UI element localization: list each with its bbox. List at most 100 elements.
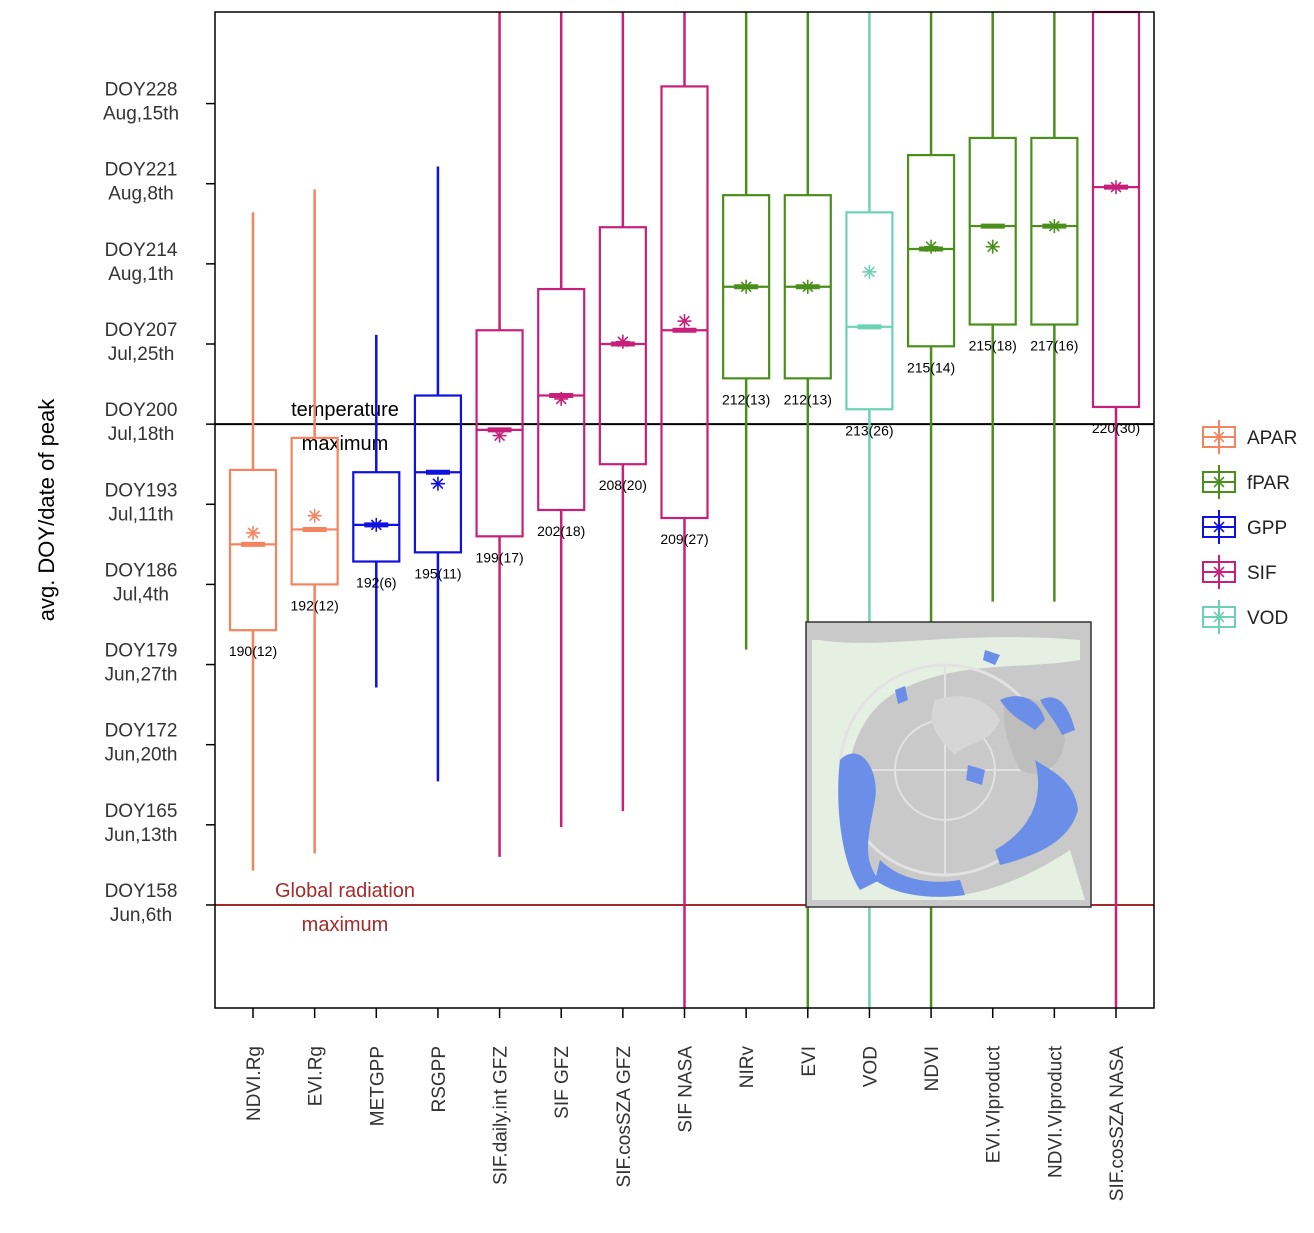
y-tick-label: Aug,8th: [108, 184, 174, 205]
y-tick-label: DOY179: [105, 641, 178, 662]
y-tick-label: DOY172: [105, 721, 178, 742]
x-tick-label: NIRv: [737, 1046, 758, 1089]
legend-item: GPP: [1202, 510, 1287, 544]
box-metgpp: 192(6): [352, 334, 401, 688]
legend-label: fPAR: [1247, 473, 1290, 494]
y-tick-label: Jul,25th: [108, 344, 175, 365]
box-annotation: 215(14): [907, 359, 955, 375]
box-annotation: 209(27): [660, 531, 708, 547]
box-annotation: 212(13): [784, 391, 832, 407]
mean-marker: [369, 517, 384, 532]
mean-marker: [677, 314, 692, 329]
x-tick-label: EVI.Rg: [306, 1046, 327, 1106]
box-annotation: 199(17): [475, 549, 523, 565]
reference-line-label: temperature: [291, 399, 399, 421]
reference-line-label: Global radiation: [275, 880, 415, 902]
box-body: [968, 136, 1017, 326]
x-tick-label: SIF GFZ: [552, 1046, 573, 1119]
x-tick-label: SIF.daily.int GFZ: [491, 1046, 512, 1185]
legend-label: VOD: [1247, 608, 1288, 629]
x-tick-label: VOD: [860, 1046, 881, 1087]
box-sif-daily-int-gfz: 199(17): [475, 12, 524, 857]
mean-marker: [739, 279, 754, 294]
legend-item: VOD: [1202, 600, 1288, 634]
box-annotation: 192(12): [291, 597, 339, 613]
box-annotation: 215(18): [969, 338, 1017, 354]
box-nirv: 212(13): [722, 12, 770, 650]
box-body: [228, 468, 278, 632]
legend-star: [1212, 430, 1226, 444]
mean-marker: [307, 508, 322, 523]
legend-label: APAR: [1247, 428, 1297, 449]
y-tick-label: DOY165: [105, 801, 178, 822]
legend-label: GPP: [1247, 518, 1287, 539]
reference-line-label: maximum: [302, 914, 389, 936]
y-tick-label: DOY158: [105, 881, 178, 902]
x-tick-label: EVI.VIproduct: [984, 1045, 1005, 1163]
box-sif-nasa: 209(27): [660, 12, 709, 1008]
legend-star: [1212, 610, 1226, 624]
mean-marker: [246, 525, 260, 540]
box-annotation: 220(30): [1092, 420, 1140, 436]
box-body: [413, 394, 463, 554]
y-axis-title: avg. DOY/date of peak: [34, 398, 59, 622]
box-body: [537, 287, 586, 512]
x-tick-label: SIF.cosSZA GFZ: [614, 1046, 635, 1188]
x-tick-label: NDVI.VIproduct: [1045, 1045, 1066, 1178]
mean-marker: [1109, 180, 1123, 195]
box-rsgpp: 195(11): [413, 166, 463, 782]
y-tick-label: Jun,27th: [105, 665, 178, 686]
box-annotation: 195(11): [414, 565, 461, 581]
y-tick-label: Jun,6th: [110, 905, 172, 926]
box-body: [290, 436, 339, 586]
box-body: [660, 85, 709, 520]
box-body: [598, 226, 647, 466]
y-tick-label: Jun,20th: [105, 745, 178, 766]
box-annotation: 217(16): [1030, 338, 1078, 354]
mean-marker: [492, 428, 507, 443]
legend-label: SIF: [1247, 563, 1277, 584]
box-annotation: 192(6): [356, 575, 396, 591]
legend: APAR fPAR GPP SIF VOD: [1202, 420, 1297, 634]
box-body: [1030, 136, 1079, 326]
mean-marker: [615, 334, 630, 349]
y-tick-label: DOY193: [105, 480, 178, 501]
x-tick-label: NDVI: [922, 1046, 943, 1091]
box-body: [906, 154, 956, 348]
mean-marker: [430, 476, 445, 491]
box-sif-gfz: 202(18): [537, 12, 586, 828]
x-tick-label: SIF.cosSZA NASA: [1107, 1046, 1128, 1202]
box-ndvi-rg: 190(12): [228, 212, 278, 871]
legend-star: [1212, 565, 1226, 579]
y-tick-label: DOY228: [105, 80, 178, 101]
mean-marker: [862, 264, 877, 279]
box-evi-rg: 192(12): [290, 189, 339, 854]
y-tick-label: Aug,15th: [103, 104, 179, 125]
box-sif-cossza-nasa: 220(30): [1092, 10, 1140, 1008]
box-evi-viproduct: 215(18): [969, 12, 1017, 602]
x-tick-label: SIF NASA: [676, 1046, 697, 1133]
y-tick-label: DOY186: [105, 560, 178, 581]
box-annotation: 212(13): [722, 391, 770, 407]
legend-item: SIF: [1202, 555, 1277, 589]
legend-star: [1212, 520, 1226, 534]
legend-star: [1212, 475, 1226, 489]
mean-marker: [1047, 219, 1062, 234]
y-tick-label: Jul,18th: [108, 424, 175, 445]
box-annotation: 202(18): [537, 523, 585, 539]
y-tick-label: Aug,1th: [108, 264, 174, 285]
y-tick-label: Jul,11th: [108, 504, 173, 525]
legend-item: APAR: [1202, 420, 1297, 454]
legend-item: fPAR: [1202, 465, 1290, 499]
x-tick-label: NDVI.Rg: [244, 1046, 265, 1121]
x-tick-label: EVI: [799, 1046, 820, 1077]
box-sif-cossza-gfz: 208(20): [598, 12, 647, 812]
box-body: [845, 211, 894, 411]
x-tick-label: RSGPP: [429, 1046, 450, 1113]
box-body: [475, 329, 524, 538]
inset-map: [805, 621, 1092, 908]
box-annotation: 213(26): [845, 422, 893, 438]
y-tick-label: Jun,13th: [105, 825, 178, 846]
mean-marker: [985, 239, 1000, 254]
